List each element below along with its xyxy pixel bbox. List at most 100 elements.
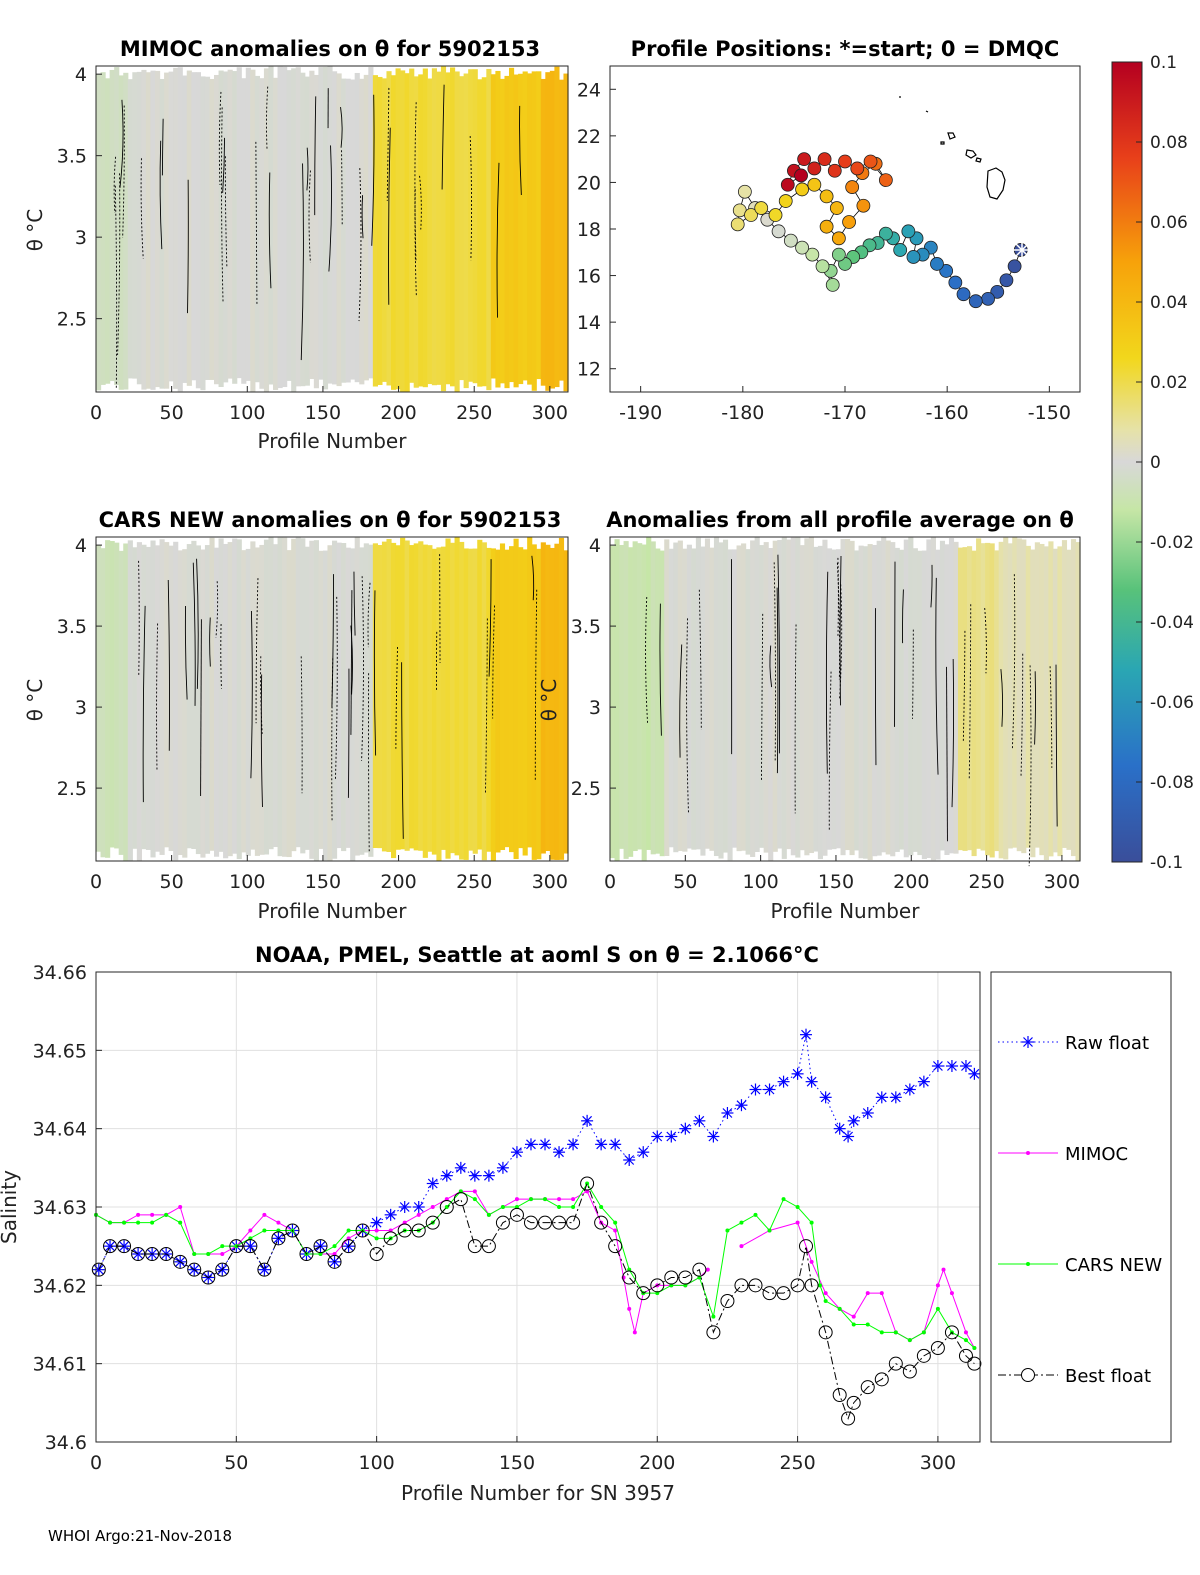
profile-position-point — [815, 259, 830, 274]
profile-position-point — [831, 231, 846, 246]
anomaly-cell — [400, 70, 406, 392]
anomaly-cell — [971, 550, 977, 857]
contour-line — [140, 158, 144, 259]
anomaly-cell — [709, 547, 715, 851]
anomaly-cell — [1075, 542, 1081, 861]
contour-line — [1020, 653, 1024, 777]
contour-line — [930, 564, 933, 608]
contour-line — [200, 619, 202, 797]
anomaly-cell — [917, 550, 923, 856]
anomaly-cell — [994, 550, 1000, 852]
anomaly-cell — [200, 76, 206, 391]
anomaly-cell — [545, 544, 551, 851]
best-float-point — [804, 1278, 819, 1293]
anomaly-cell — [1070, 539, 1077, 857]
x-tick-label: 100 — [743, 871, 779, 893]
model-point — [192, 1252, 197, 1256]
model-point — [178, 1205, 183, 1209]
profile-position-point — [730, 217, 745, 232]
contour-line — [686, 618, 689, 813]
anomaly-cell — [168, 71, 174, 382]
series-lines — [91, 1028, 982, 1426]
best-float-point — [383, 1231, 398, 1246]
anomaly-cell — [218, 538, 224, 852]
anomaly-cell — [695, 537, 701, 850]
x-tick-label: 0 — [90, 1452, 102, 1474]
panel-title: MIMOC anomalies on θ for 5902153 — [120, 37, 540, 61]
model-point — [823, 1299, 828, 1303]
contour-line — [839, 555, 842, 706]
anomaly-cell — [835, 549, 842, 849]
anomaly-cell — [867, 544, 873, 860]
x-tick-label: 300 — [920, 1452, 956, 1474]
best-float-point — [243, 1239, 258, 1254]
profile-position-point — [930, 257, 944, 271]
contour-line — [659, 603, 662, 736]
anomaly-cell — [614, 539, 620, 861]
best-float-point — [467, 1239, 482, 1254]
best-float-point — [341, 1239, 356, 1254]
model-point — [767, 1228, 772, 1233]
anomaly-cell — [282, 537, 288, 857]
contour-line — [902, 589, 904, 644]
best-float-point — [790, 1278, 805, 1293]
best-float-point — [958, 1348, 973, 1363]
raw-float-point — [842, 1130, 855, 1143]
best-float-point — [664, 1270, 679, 1285]
raw-float-point — [651, 1130, 664, 1143]
anomaly-cell — [304, 546, 310, 850]
anomaly-cell — [354, 537, 360, 856]
anomaly-cell — [105, 78, 111, 384]
anomaly-cell — [377, 545, 383, 849]
model-point — [220, 1244, 225, 1249]
raw-float-point — [721, 1107, 734, 1119]
best-float-point — [299, 1247, 314, 1261]
best-float-point — [523, 1215, 538, 1230]
best-float-point — [706, 1325, 721, 1340]
raw-float-point — [539, 1138, 552, 1151]
model-point — [220, 1252, 225, 1256]
anomaly-cell — [540, 78, 546, 386]
contour-line — [341, 150, 343, 226]
anomaly-cell — [436, 547, 442, 861]
anomaly-cell — [200, 549, 206, 858]
anomaly-cell — [427, 78, 433, 385]
anomaly-cell — [722, 539, 729, 853]
model-point — [941, 1267, 946, 1272]
contour-line — [260, 674, 263, 808]
anomaly-cell — [1039, 543, 1045, 856]
y-tick-label: 3.5 — [571, 616, 601, 638]
anomaly-cell — [300, 538, 306, 854]
model-point — [823, 1291, 828, 1296]
anomaly-cell — [632, 541, 638, 852]
raw-float-point — [763, 1083, 776, 1096]
anomaly-cell — [472, 69, 478, 384]
anomaly-cell — [763, 542, 769, 853]
anomaly-cell — [885, 540, 891, 855]
model-point — [739, 1244, 744, 1249]
profile-position-point — [829, 201, 844, 215]
x-tick-label: 300 — [532, 402, 568, 424]
anomaly-cell — [218, 70, 224, 387]
anomaly-cell — [531, 71, 537, 391]
anomaly-cell — [795, 537, 801, 858]
x-tick-label: 250 — [968, 871, 1004, 893]
y-tick-label: 4 — [75, 64, 87, 86]
contour-line — [984, 607, 987, 674]
profile-position-point — [807, 177, 822, 192]
contour-line — [645, 596, 648, 723]
y-tick-label: 3.5 — [57, 146, 87, 168]
anomaly-cell — [948, 538, 955, 854]
anomaly-cell — [759, 545, 765, 848]
anomaly-cell — [504, 549, 510, 848]
anomaly-cell — [332, 540, 338, 859]
anomaly-cell — [409, 545, 415, 849]
model-point — [963, 1330, 968, 1335]
contour-line — [114, 185, 118, 388]
x-tick-label: 0 — [90, 871, 102, 893]
contour-line — [773, 562, 776, 762]
anomaly-cell — [209, 78, 215, 380]
contour-line — [419, 175, 422, 230]
profile-position-point — [819, 189, 834, 204]
anomaly-cell — [286, 70, 292, 381]
